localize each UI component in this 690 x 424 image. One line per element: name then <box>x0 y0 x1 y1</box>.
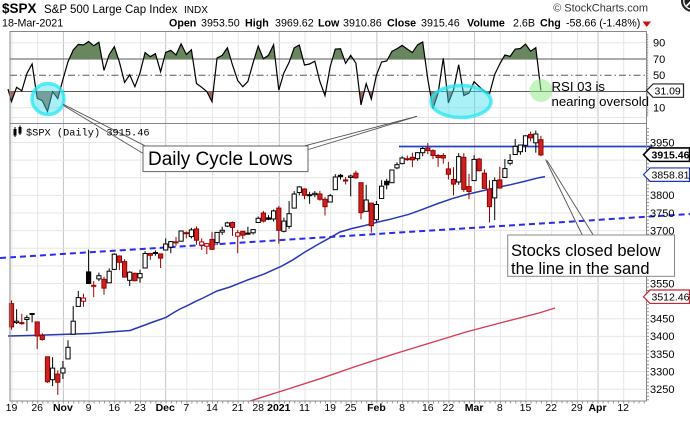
svg-text:9: 9 <box>86 402 92 414</box>
svg-text:14: 14 <box>206 402 218 414</box>
svg-text:25: 25 <box>345 402 357 414</box>
svg-text:3300: 3300 <box>650 366 674 378</box>
svg-text:7: 7 <box>183 402 189 414</box>
svg-text:the line in the sand: the line in the sand <box>511 260 650 278</box>
svg-text:nearing oversold: nearing oversold <box>552 94 650 109</box>
svg-text:50: 50 <box>653 70 665 82</box>
svg-text:29: 29 <box>571 402 583 414</box>
svg-text:70: 70 <box>653 54 665 66</box>
svg-text:19: 19 <box>6 402 18 414</box>
svg-text:10: 10 <box>653 103 665 115</box>
svg-text:© StockCharts.com: © StockCharts.com <box>553 3 648 15</box>
svg-text:3450: 3450 <box>650 314 674 326</box>
svg-text:3969.62: 3969.62 <box>275 18 314 30</box>
svg-text:Chg: Chg <box>540 18 561 30</box>
svg-text:22: 22 <box>443 402 455 414</box>
svg-text:Open: Open <box>169 18 196 30</box>
svg-text:12: 12 <box>617 402 629 414</box>
svg-text:RSI 03 is: RSI 03 is <box>552 79 606 94</box>
svg-text:16: 16 <box>108 402 120 414</box>
svg-text:3512.46: 3512.46 <box>652 292 690 304</box>
svg-text:3915.46: 3915.46 <box>652 150 690 162</box>
svg-text:3858.81: 3858.81 <box>652 169 690 181</box>
svg-text:22: 22 <box>545 402 557 414</box>
svg-text:Low: Low <box>318 18 340 30</box>
svg-text:8: 8 <box>399 402 405 414</box>
svg-text:Feb: Feb <box>367 402 386 414</box>
svg-text:Close: Close <box>387 18 416 30</box>
svg-text:Dec: Dec <box>156 402 175 414</box>
svg-text:11: 11 <box>299 402 310 414</box>
svg-text:26: 26 <box>31 402 43 414</box>
svg-text:$SPX: $SPX <box>2 1 37 16</box>
svg-text:3400: 3400 <box>650 331 674 343</box>
svg-text:3750: 3750 <box>650 208 674 220</box>
svg-text:3953.50: 3953.50 <box>201 18 240 30</box>
svg-text:18-Mar-2021: 18-Mar-2021 <box>2 18 63 30</box>
svg-text:3910.86: 3910.86 <box>343 18 382 30</box>
svg-text:3915.46: 3915.46 <box>421 18 460 30</box>
svg-text:2.6B: 2.6B <box>513 18 535 30</box>
svg-text:3350: 3350 <box>650 349 674 361</box>
svg-text:INDX: INDX <box>184 5 208 16</box>
svg-text:16: 16 <box>422 402 434 414</box>
svg-text:31.09: 31.09 <box>655 85 681 97</box>
svg-text:Nov: Nov <box>53 402 73 414</box>
svg-text:3250: 3250 <box>650 384 674 396</box>
svg-text:$SPX (Daily) 3915.46: $SPX (Daily) 3915.46 <box>26 128 150 140</box>
svg-text:8: 8 <box>497 402 503 414</box>
svg-text:3800: 3800 <box>650 190 674 202</box>
svg-text:3550: 3550 <box>650 278 674 290</box>
svg-text:23: 23 <box>134 402 146 414</box>
svg-text:Apr: Apr <box>588 402 606 414</box>
svg-text:-58.66 (-1.48%): -58.66 (-1.48%) <box>566 18 640 30</box>
svg-text:19: 19 <box>324 402 336 414</box>
svg-text:S&P 500 Large Cap Index: S&P 500 Large Cap Index <box>44 4 178 16</box>
svg-text:High: High <box>245 18 269 30</box>
svg-text:15: 15 <box>520 402 532 414</box>
svg-text:Daily Cycle Lows: Daily Cycle Lows <box>148 149 293 170</box>
svg-text:Stocks closed below: Stocks closed below <box>511 242 661 260</box>
svg-text:21: 21 <box>232 402 244 414</box>
svg-text:2021: 2021 <box>267 402 291 414</box>
svg-text:90: 90 <box>653 38 665 50</box>
svg-text:Mar: Mar <box>465 402 484 414</box>
svg-text:Volume: Volume <box>467 18 505 30</box>
svg-text:28: 28 <box>252 402 264 414</box>
